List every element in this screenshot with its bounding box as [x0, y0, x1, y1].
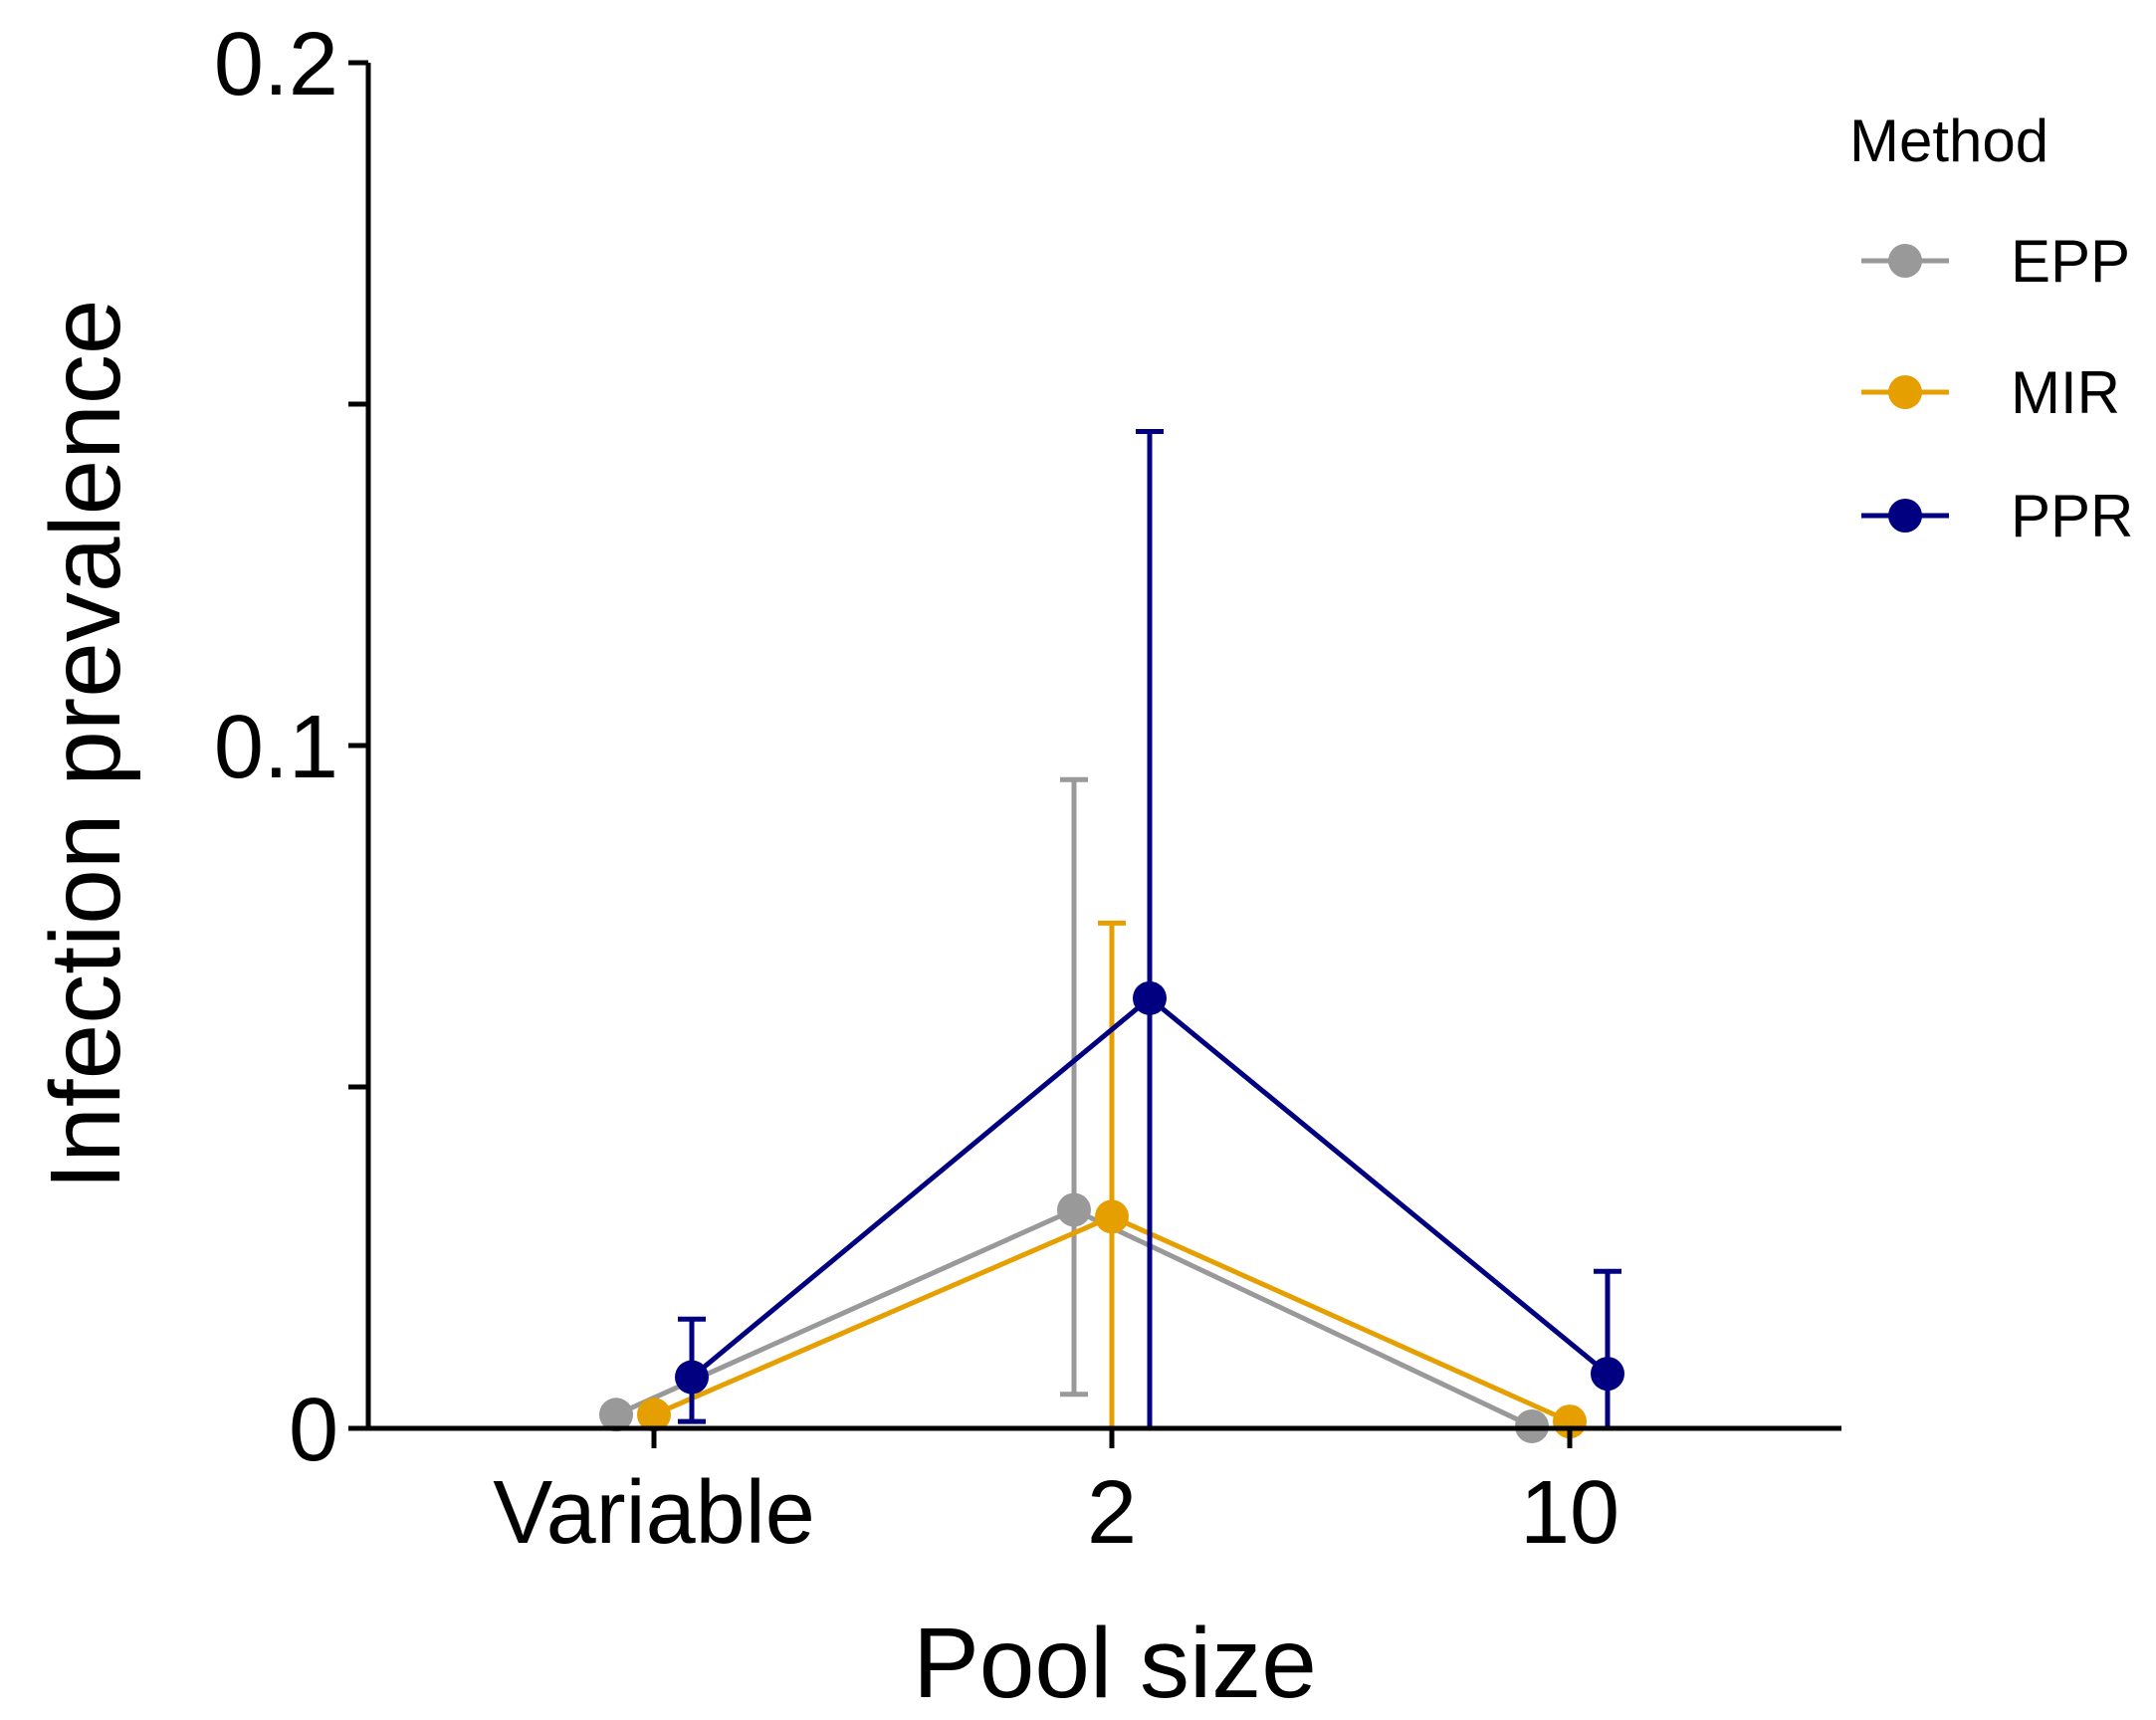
legend-item-epp: EPP [1861, 228, 2130, 295]
series-ppr [675, 428, 1624, 1431]
y-tick-label: 0.2 [214, 15, 338, 114]
series-mir [637, 920, 1587, 1439]
data-point [599, 1398, 633, 1432]
x-axis-title: Pool size [913, 1608, 1317, 1719]
y-tick-label: 0.1 [214, 698, 338, 797]
series-epp [599, 776, 1549, 1443]
legend-key-point [1888, 499, 1922, 533]
data-point [1591, 1357, 1624, 1392]
data-point [675, 1360, 709, 1395]
plot-area [599, 428, 1624, 1443]
x-tick-label: 10 [1520, 1463, 1619, 1563]
data-point [1095, 1199, 1129, 1234]
legend-label: PPR [2011, 483, 2133, 549]
legend-item-mir: MIR [1861, 359, 2120, 426]
legend-key-point [1888, 375, 1922, 409]
axes: 0 0.1 0.2 Variable 2 10 [214, 15, 1841, 1563]
legend-label: EPP [2011, 228, 2130, 295]
legend: Method EPP MIR PPR [1849, 108, 2133, 549]
x-tick-label: 2 [1087, 1463, 1137, 1563]
data-point [1133, 980, 1167, 1015]
legend-title: Method [1849, 108, 2048, 174]
data-point [637, 1398, 671, 1432]
legend-item-ppr: PPR [1861, 483, 2133, 549]
y-axis-title: Infection prevalence [30, 299, 141, 1189]
x-tick-label: Variable [493, 1463, 815, 1563]
data-point [1057, 1192, 1091, 1227]
legend-key-point [1888, 244, 1922, 278]
legend-label: MIR [2011, 359, 2120, 426]
y-tick-label: 0 [289, 1381, 338, 1480]
